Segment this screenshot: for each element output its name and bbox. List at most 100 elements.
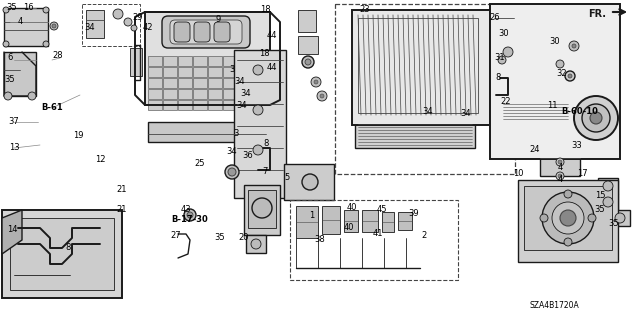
- Text: 8: 8: [65, 243, 70, 253]
- Bar: [178, 78, 192, 88]
- Bar: [500, 100, 570, 122]
- Circle shape: [603, 197, 613, 207]
- Circle shape: [113, 9, 123, 19]
- Text: 12: 12: [95, 155, 105, 165]
- Bar: [148, 56, 162, 66]
- Text: 16: 16: [22, 4, 33, 12]
- Circle shape: [225, 165, 239, 179]
- FancyBboxPatch shape: [174, 22, 190, 42]
- Circle shape: [124, 18, 132, 26]
- Bar: [398, 212, 412, 230]
- Circle shape: [565, 71, 575, 81]
- Circle shape: [302, 174, 318, 190]
- Circle shape: [572, 44, 576, 48]
- Circle shape: [311, 77, 321, 87]
- Circle shape: [615, 213, 625, 223]
- Text: 7: 7: [262, 167, 268, 176]
- Text: 32: 32: [557, 70, 567, 78]
- Bar: [540, 146, 580, 176]
- Text: 24: 24: [530, 145, 540, 154]
- Bar: [238, 89, 252, 99]
- Bar: [238, 100, 252, 110]
- Circle shape: [253, 145, 263, 155]
- Text: 3: 3: [229, 65, 235, 75]
- Circle shape: [187, 212, 193, 218]
- Text: 34: 34: [227, 146, 237, 155]
- Bar: [148, 89, 162, 99]
- Text: 26: 26: [490, 13, 500, 23]
- Circle shape: [228, 168, 236, 176]
- Bar: [178, 56, 192, 66]
- Text: 44: 44: [267, 63, 277, 72]
- Text: B-17-30: B-17-30: [172, 216, 209, 225]
- Bar: [208, 67, 222, 77]
- Circle shape: [569, 41, 579, 51]
- Bar: [208, 78, 222, 88]
- Bar: [362, 210, 378, 232]
- Circle shape: [253, 65, 263, 75]
- Text: 35: 35: [214, 234, 225, 242]
- Text: 42: 42: [143, 24, 153, 33]
- Text: 30: 30: [550, 38, 560, 47]
- Bar: [552, 54, 572, 72]
- Circle shape: [131, 25, 137, 31]
- Text: 34: 34: [461, 109, 471, 118]
- Bar: [238, 67, 252, 77]
- Circle shape: [498, 56, 506, 64]
- Circle shape: [4, 92, 12, 100]
- Text: FR.: FR.: [588, 9, 606, 19]
- Bar: [322, 206, 340, 234]
- Circle shape: [558, 174, 562, 178]
- Bar: [223, 56, 237, 66]
- Text: 34: 34: [241, 88, 252, 98]
- Bar: [290, 200, 458, 280]
- Text: 35: 35: [4, 76, 15, 85]
- Bar: [148, 122, 266, 142]
- Bar: [163, 56, 177, 66]
- Bar: [223, 100, 237, 110]
- Bar: [382, 212, 394, 232]
- Text: 22: 22: [500, 98, 511, 107]
- Text: 37: 37: [8, 117, 19, 127]
- Circle shape: [556, 172, 564, 180]
- Text: 21: 21: [116, 205, 127, 214]
- Text: 4: 4: [557, 164, 563, 173]
- Text: 2: 2: [421, 232, 427, 241]
- Text: 36: 36: [243, 152, 253, 160]
- Circle shape: [590, 112, 602, 124]
- Polygon shape: [2, 210, 22, 254]
- Bar: [163, 100, 177, 110]
- Text: 20: 20: [239, 234, 249, 242]
- Bar: [524, 186, 612, 250]
- Circle shape: [556, 158, 564, 166]
- Text: 4: 4: [557, 175, 563, 184]
- Circle shape: [540, 214, 548, 222]
- Circle shape: [556, 60, 564, 68]
- Text: 4: 4: [17, 18, 22, 26]
- Circle shape: [252, 198, 272, 218]
- Text: B-61: B-61: [41, 103, 63, 113]
- Text: 38: 38: [315, 235, 325, 244]
- Text: 34: 34: [235, 78, 245, 86]
- Bar: [148, 67, 162, 77]
- Bar: [208, 100, 222, 110]
- Bar: [10, 218, 114, 290]
- Circle shape: [251, 239, 261, 249]
- Circle shape: [564, 190, 572, 198]
- Bar: [355, 120, 475, 148]
- Circle shape: [52, 24, 56, 28]
- Bar: [238, 56, 252, 66]
- Circle shape: [43, 7, 49, 13]
- Text: 34: 34: [422, 108, 433, 116]
- Text: 43: 43: [180, 205, 191, 214]
- Text: 31: 31: [495, 54, 506, 63]
- Text: 18: 18: [259, 49, 269, 58]
- Bar: [148, 78, 162, 88]
- Circle shape: [317, 91, 327, 101]
- Bar: [208, 89, 222, 99]
- Bar: [284, 164, 334, 200]
- Circle shape: [50, 22, 58, 30]
- Bar: [518, 180, 618, 262]
- Bar: [2, 210, 122, 298]
- Circle shape: [184, 209, 196, 221]
